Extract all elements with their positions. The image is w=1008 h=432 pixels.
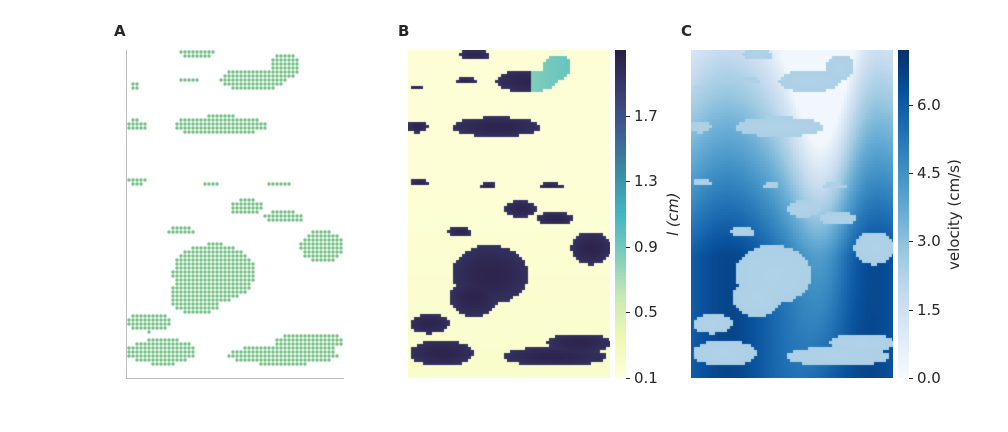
panel-b-heatmap xyxy=(408,50,610,378)
length-heatmap xyxy=(408,50,610,378)
panel-b-colorbar-tick-label: 1.7 xyxy=(634,107,658,125)
panel-c-colorbar-tick-mark xyxy=(909,241,913,242)
panel-a-left-spine xyxy=(126,50,127,378)
panel-c-colorbar-tick-mark xyxy=(909,105,913,106)
panel-b-colorbar-tick-label: 0.5 xyxy=(634,303,658,321)
panel-c-colorbar-tick-mark xyxy=(909,378,913,379)
panel-b-colorbar-tick-mark xyxy=(626,181,630,182)
panel-label-b: B xyxy=(398,22,410,40)
panel-c-colorbar-tick-label: 4.5 xyxy=(917,164,941,182)
velocity-heatmap xyxy=(691,50,893,378)
panel-c-colorbar-tick-label: 0.0 xyxy=(917,369,941,387)
panel-b-colorbar-tick-label: 0.1 xyxy=(634,369,658,387)
panel-b-colorbar-tick-mark xyxy=(626,312,630,313)
panel-b-colorbar-tick-label: 0.9 xyxy=(634,238,658,256)
panel-c-colorbar-label: velocity (cm/s) xyxy=(945,159,963,270)
panel-b-colorbar-tick-mark xyxy=(626,247,630,248)
panel-c-colorbar-tick-mark xyxy=(909,310,913,311)
panel-c-colorbar-tick-label: 3.0 xyxy=(917,232,941,250)
panel-c-colorbar-tick-mark xyxy=(909,173,913,174)
panel-b-colorbar-tick-mark xyxy=(626,116,630,117)
panel-label-a: A xyxy=(114,22,126,40)
panel-b-colorbar-tick-label: 1.3 xyxy=(634,172,658,190)
panel-c-colorbar-tick-label: 1.5 xyxy=(917,301,941,319)
panel-label-c: C xyxy=(681,22,693,40)
panel-a-bottom-spine xyxy=(126,378,344,379)
panel-b-colorbar-tick-mark xyxy=(626,378,630,379)
panel-c-colorbar xyxy=(898,50,909,378)
panel-b-colorbar-label: l (cm) xyxy=(664,192,682,237)
panel-b-colorbar xyxy=(615,50,626,378)
panel-c-colorbar-tick-label: 6.0 xyxy=(917,96,941,114)
panel-a-scatter xyxy=(127,50,344,378)
panel-c-heatmap xyxy=(691,50,893,378)
patch-dots xyxy=(127,50,344,378)
